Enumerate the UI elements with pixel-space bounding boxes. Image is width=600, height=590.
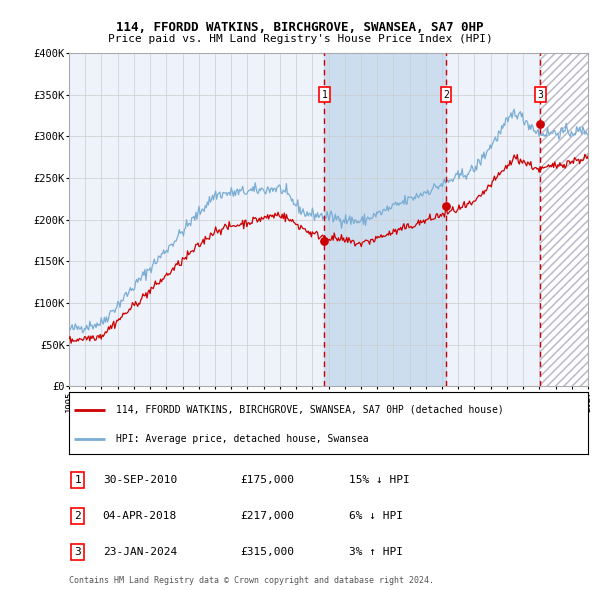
Text: 1: 1 — [322, 90, 328, 100]
Text: Contains HM Land Registry data © Crown copyright and database right 2024.: Contains HM Land Registry data © Crown c… — [69, 576, 434, 585]
Text: 3: 3 — [74, 547, 81, 557]
Text: 3% ↑ HPI: 3% ↑ HPI — [349, 547, 403, 557]
Text: 04-APR-2018: 04-APR-2018 — [103, 511, 177, 521]
Text: 23-JAN-2024: 23-JAN-2024 — [103, 547, 177, 557]
Bar — [541, 53, 588, 386]
Text: 6% ↓ HPI: 6% ↓ HPI — [349, 511, 403, 521]
Text: £175,000: £175,000 — [240, 475, 294, 485]
Text: 1: 1 — [74, 475, 81, 485]
Text: 2: 2 — [74, 511, 81, 521]
Text: HPI: Average price, detached house, Swansea: HPI: Average price, detached house, Swan… — [116, 434, 368, 444]
Text: 30-SEP-2010: 30-SEP-2010 — [103, 475, 177, 485]
Point — [536, 119, 545, 129]
Text: 114, FFORDD WATKINS, BIRCHGROVE, SWANSEA, SA7 0HP (detached house): 114, FFORDD WATKINS, BIRCHGROVE, SWANSEA… — [116, 405, 503, 415]
Text: 2: 2 — [443, 90, 449, 100]
Text: 114, FFORDD WATKINS, BIRCHGROVE, SWANSEA, SA7 0HP: 114, FFORDD WATKINS, BIRCHGROVE, SWANSEA… — [116, 21, 484, 34]
Bar — [541, 53, 588, 386]
Text: 15% ↓ HPI: 15% ↓ HPI — [349, 475, 410, 485]
Point — [441, 201, 451, 210]
Text: Price paid vs. HM Land Registry's House Price Index (HPI): Price paid vs. HM Land Registry's House … — [107, 34, 493, 44]
Text: £217,000: £217,000 — [240, 511, 294, 521]
Text: 3: 3 — [538, 90, 544, 100]
Text: £315,000: £315,000 — [240, 547, 294, 557]
Point — [320, 236, 329, 245]
Bar — [541, 53, 588, 386]
Bar — [325, 53, 446, 386]
